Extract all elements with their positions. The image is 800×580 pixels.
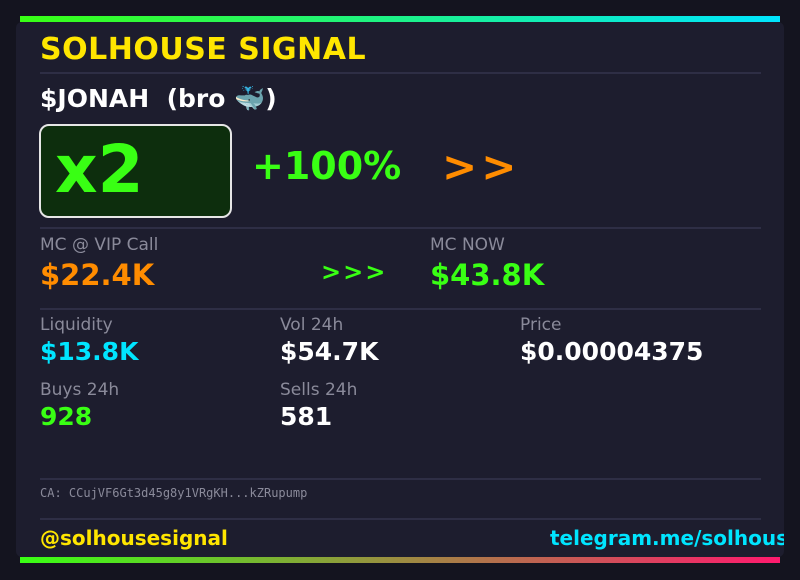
multiplier-value: x2 [55, 131, 144, 208]
telegram-link[interactable]: telegram.me/solhouse [550, 526, 784, 550]
mc-now-label: MC NOW [430, 235, 505, 255]
token-line: $JONAH (bro 🐳) [40, 84, 277, 114]
divider-gain [40, 227, 761, 229]
vol-value: $54.7K [280, 337, 379, 366]
sells-value: 581 [280, 402, 333, 431]
divider-mc [40, 308, 761, 310]
vol-label: Vol 24h [280, 315, 344, 335]
mc-now-value: $43.8K [430, 258, 545, 292]
multiplier-badge: x2 [39, 124, 232, 218]
social-handle[interactable]: @solhousesignal [40, 526, 228, 550]
gain-percent: +100% [252, 144, 402, 188]
top-gradient-bar [20, 16, 780, 22]
liquidity-label: Liquidity [40, 315, 113, 335]
divider-contract [40, 478, 761, 480]
buys-value: 928 [40, 402, 93, 431]
brand-title: SOLHOUSE SIGNAL [40, 32, 367, 67]
signal-card: SOLHOUSE SIGNAL $JONAH (bro 🐳) x2 +100% … [16, 22, 784, 557]
liquidity-value: $13.8K [40, 337, 139, 366]
token-ticker: $JONAH [40, 84, 150, 113]
token-name: (bro 🐳) [166, 84, 277, 113]
price-value: $0.00004375 [520, 337, 704, 366]
buys-label: Buys 24h [40, 380, 120, 400]
bottom-gradient-bar [20, 557, 780, 563]
mc-call-value: $22.4K [40, 258, 155, 292]
divider-footer [40, 518, 761, 520]
price-label: Price [520, 315, 562, 335]
mc-call-label: MC @ VIP Call [40, 235, 159, 255]
gain-arrows: >> [442, 142, 521, 191]
mc-arrows: >>> [321, 258, 388, 286]
contract-address[interactable]: CA: CCujVF6Gt3d45g8y1VRgKH...kZRupump [40, 486, 308, 500]
sells-label: Sells 24h [280, 380, 358, 400]
divider-header [40, 72, 761, 74]
